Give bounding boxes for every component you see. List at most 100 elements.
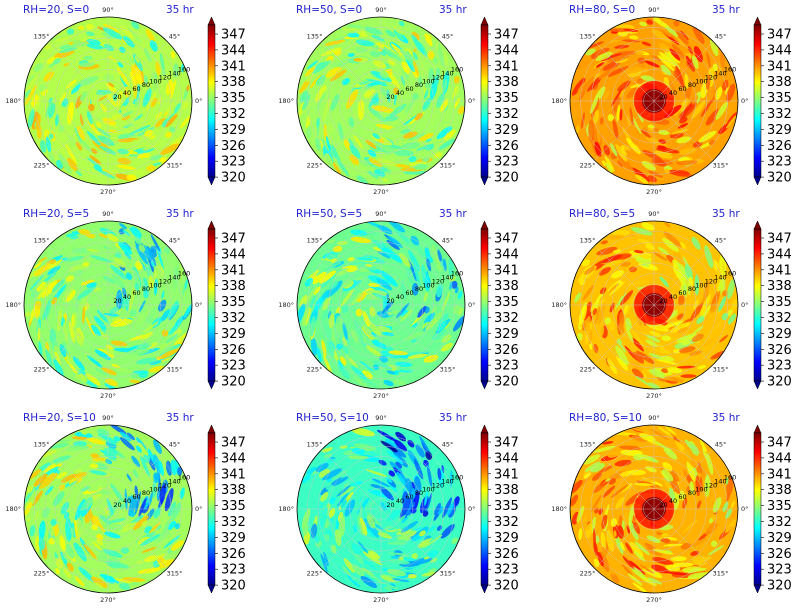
radial-tick-label: 20	[386, 501, 394, 509]
radial-tick-label: 160	[724, 270, 736, 278]
theta-tick-label: 315°	[440, 161, 456, 169]
polar-grid	[296, 424, 466, 594]
colorbar-tick-label: 335	[767, 91, 792, 106]
theta-tick-label: 270°	[373, 596, 389, 604]
theta-tick-label: 315°	[167, 161, 183, 169]
colorbar-tick-label: 347	[494, 436, 519, 451]
panel-time-label: 35 hr	[439, 4, 467, 16]
colorbar-tick-label: 335	[494, 295, 519, 310]
polar-grid	[23, 16, 193, 186]
theta-tick-label: 315°	[713, 365, 729, 373]
colorbar-tick-label: 335	[221, 295, 246, 310]
radial-tick-label: 40	[123, 497, 131, 505]
radial-tick-label: 60	[132, 493, 140, 501]
colorbar-tick-label: 338	[494, 75, 519, 90]
panel-time-label: 35 hr	[166, 208, 194, 220]
colorbar-tick-label: 323	[767, 563, 792, 578]
radial-tick-label: 80	[415, 81, 423, 89]
colorbar-tick-label: 344	[767, 43, 792, 58]
colorbar-tick-label: 347	[221, 28, 246, 43]
radial-tick-label: 20	[386, 297, 394, 305]
radial-tick-label: 140	[714, 69, 726, 77]
polar-frame	[569, 424, 739, 594]
colorbar-tick-label: 341	[767, 467, 792, 482]
theta-tick-label: 0°	[741, 301, 748, 309]
theta-tick-label: 180°	[5, 97, 21, 105]
radial-tick-label: 120	[159, 481, 171, 489]
radial-tick-label: 80	[142, 81, 150, 89]
colorbar-tick-label: 344	[767, 247, 792, 262]
radial-tick-label: 60	[405, 493, 413, 501]
colorbar-tick-label: 338	[221, 75, 246, 90]
colorbar-tick-label: 323	[494, 359, 519, 374]
polar-grid	[569, 424, 739, 594]
colorbar-tick-label: 326	[767, 343, 792, 358]
theta-tick-label: 315°	[440, 365, 456, 373]
colorbar-tick-label: 341	[767, 263, 792, 278]
theta-tick-label: 90°	[375, 210, 387, 218]
colorbar-tick-label: 326	[767, 547, 792, 562]
theta-tick-label: 270°	[100, 188, 116, 196]
radial-tick-label: 40	[396, 497, 404, 505]
radial-tick-label: 40	[396, 89, 404, 97]
polar-frame	[296, 16, 466, 186]
colorbar-extend-min	[753, 176, 762, 186]
theta-tick-label: 180°	[278, 97, 294, 105]
colorbar-extend-max	[753, 16, 762, 26]
colorbar-tick-label: 329	[221, 123, 246, 138]
colorbar-extend-min	[207, 584, 216, 594]
colorbar-tick-label: 332	[221, 515, 246, 530]
radial-tick-label: 120	[159, 277, 171, 285]
polar-grid	[569, 16, 739, 186]
theta-tick-label: 225°	[580, 365, 596, 373]
polar-grid	[296, 220, 466, 390]
panel-5: 0°45°90°135°180°225°270°315°20 40 60 80 1001…	[551, 208, 792, 400]
colorbar-tick-label: 335	[494, 499, 519, 514]
theta-tick-label: 225°	[580, 161, 596, 169]
radial-tick-label: 60	[132, 85, 140, 93]
radial-tick-label: 160	[451, 270, 463, 278]
colorbar-tick-label: 320	[221, 579, 246, 594]
theta-tick-label: 180°	[5, 301, 21, 309]
colorbar-tick-label: 338	[494, 279, 519, 294]
panel-title: RH=50, S=0	[296, 4, 362, 16]
panel-time-label: 35 hr	[166, 4, 194, 16]
radial-tick-label: 20	[659, 93, 667, 101]
theta-tick-label: 90°	[375, 6, 387, 14]
panel-6: 0°45°90°135°180°225°270°315°20 40 60 80 1001…	[5, 412, 246, 604]
colorbar-tick-label: 338	[767, 75, 792, 90]
panel-title: RH=80, S=0	[569, 4, 635, 16]
theta-tick-label: 225°	[307, 569, 323, 577]
colorbar-extend-max	[753, 220, 762, 230]
radial-tick-label: 40	[123, 89, 131, 97]
radial-tick-label: 120	[432, 481, 444, 489]
colorbar-tick-label: 326	[221, 547, 246, 562]
theta-tick-label: 270°	[100, 596, 116, 604]
theta-tick-label: 45°	[442, 441, 454, 449]
colorbar-tick-label: 332	[221, 107, 246, 122]
colorbar-tick-label: 344	[494, 451, 519, 466]
panel-time-label: 35 hr	[712, 412, 740, 424]
radial-tick-label: 40	[396, 293, 404, 301]
colorbar-tick-label: 341	[221, 467, 246, 482]
theta-tick-label: 45°	[715, 33, 727, 41]
colorbar-tick-label: 335	[221, 91, 246, 106]
theta-tick-label: 45°	[715, 237, 727, 245]
polar-frame	[569, 220, 739, 390]
radial-tick-label: 80	[415, 285, 423, 293]
colorbar-tick-label: 329	[494, 123, 519, 138]
radial-tick-label: 120	[705, 277, 717, 285]
radial-tick-label: 40	[669, 293, 677, 301]
radial-tick-label: 160	[178, 270, 190, 278]
radial-tick-label: 40	[669, 497, 677, 505]
theta-tick-label: 180°	[551, 97, 567, 105]
colorbar-tick-label: 344	[221, 43, 246, 58]
radial-tick-label: 80	[688, 489, 696, 497]
radial-tick-label: 60	[678, 493, 686, 501]
colorbar-tick-label: 341	[494, 263, 519, 278]
radial-tick-label: 100	[695, 77, 707, 85]
colorbar-tick-label: 323	[221, 563, 246, 578]
